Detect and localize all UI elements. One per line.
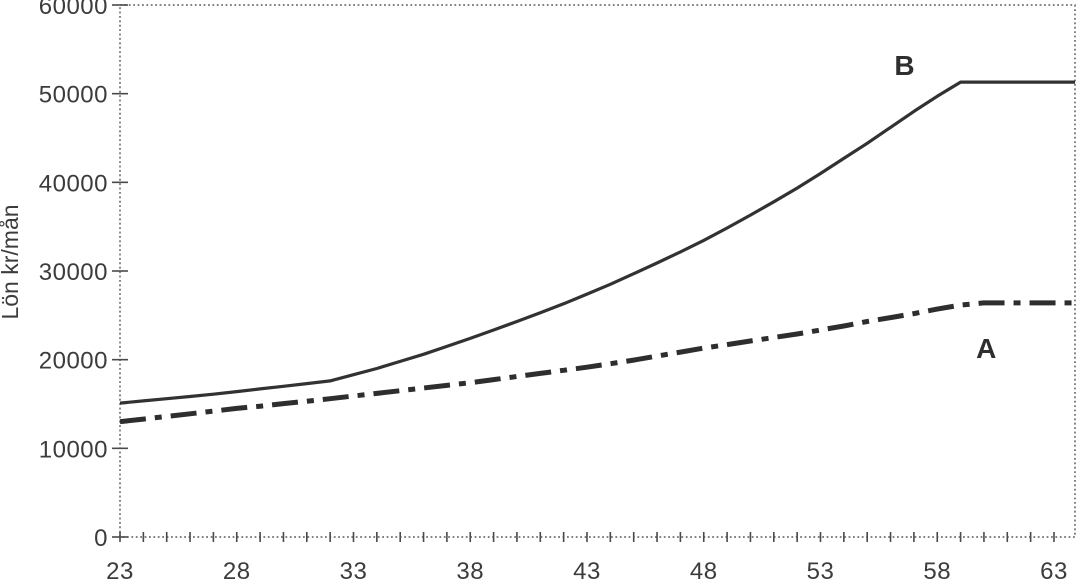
y-axis-tick-label: 60000 xyxy=(39,0,108,20)
series-a-line xyxy=(119,300,1075,425)
series-b-line xyxy=(119,80,1075,405)
y-axis-tick-label: 30000 xyxy=(39,259,108,286)
y-axis-title: Lön kr/mån xyxy=(0,204,23,319)
y-axis-tick-label: 0 xyxy=(94,525,108,552)
y-axis-tick-label: 50000 xyxy=(39,82,108,109)
y-axis-tick-label: 10000 xyxy=(39,436,108,463)
y-axis-tick-label: 40000 xyxy=(39,170,108,197)
plot-border xyxy=(119,4,1076,538)
x-axis-tick-label: 63 xyxy=(1040,558,1068,585)
x-axis-tick-label: 28 xyxy=(223,558,251,585)
x-axis-tick-label: 23 xyxy=(106,558,134,585)
series-b-label: B xyxy=(894,50,914,81)
x-axis-tick-label: 58 xyxy=(923,558,951,585)
y-axis-tick-label: 20000 xyxy=(39,348,108,375)
x-axis-tick-label: 33 xyxy=(340,558,368,585)
x-axis-tick-label: 38 xyxy=(456,558,484,585)
x-axis-tick-label: 48 xyxy=(690,558,718,585)
series-a-label: A xyxy=(976,333,996,364)
x-axis-tick-label: 53 xyxy=(807,558,835,585)
x-axis-tick-label: 43 xyxy=(573,558,601,585)
